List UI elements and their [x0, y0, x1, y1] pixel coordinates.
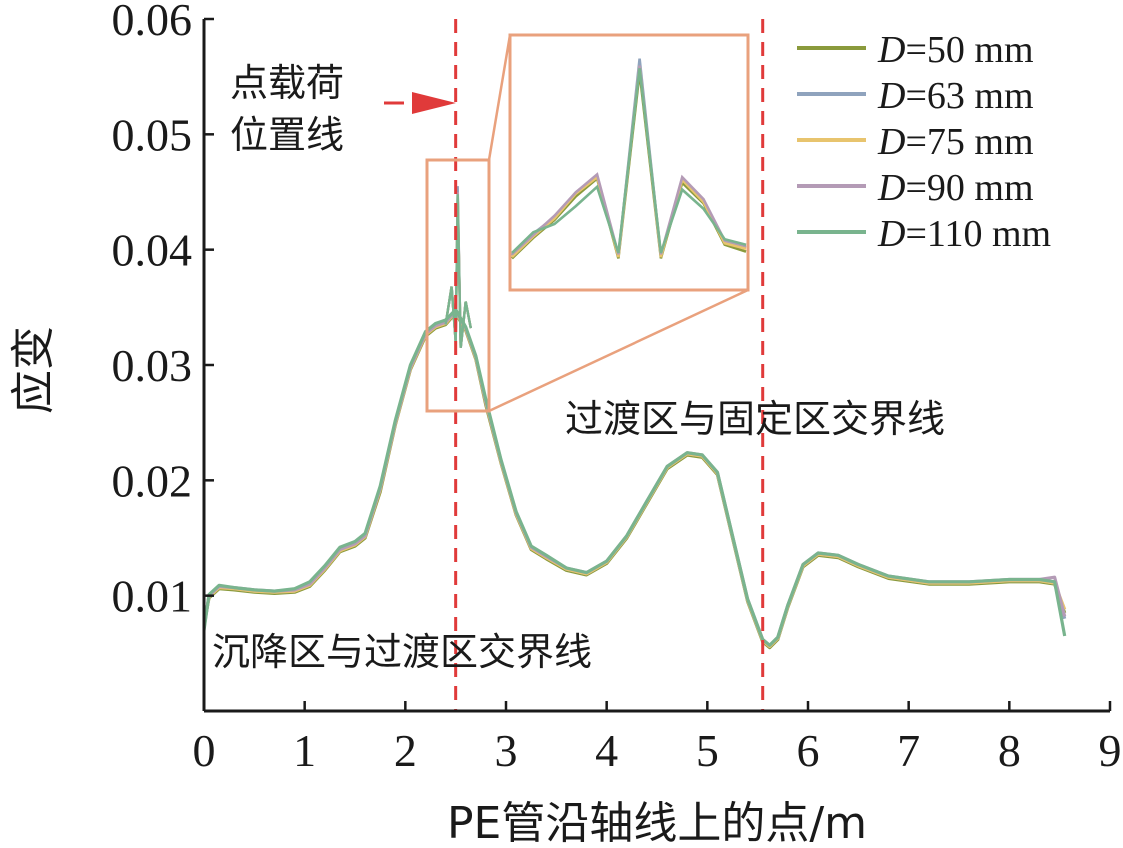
inset-zoom: [425, 33, 750, 413]
y-tick-label: 0.02: [112, 455, 193, 506]
x-tick-label: 0: [193, 725, 216, 776]
x-tick-label: 7: [897, 725, 920, 776]
zoom-region-box: [425, 158, 491, 413]
legend-label-4: D=110 mm: [877, 213, 1051, 255]
tick-labels: 0 1 2 3 4 5 6 7 8 9 0.01 0.02 0.03 0.04 0.05 0.06: [112, 0, 1122, 776]
y-tick-label: 0.06: [112, 0, 193, 45]
x-tick-label: 2: [394, 725, 417, 776]
x-axis-title: PE管沿轴线上的点/m: [447, 798, 867, 848]
series-spike-4: [444, 194, 472, 348]
legend-label-0: D=50 mm: [877, 29, 1034, 71]
reference-lines: [454, 19, 765, 711]
legend: D=50 mmD=63 mmD=75 mmD=90 mmD=110 mm: [797, 29, 1051, 255]
x-tick-label: 6: [797, 725, 820, 776]
legend-label-1: D=63 mm: [877, 75, 1034, 117]
zoom-connector-top: [487, 34, 512, 161]
load-position-label-2: 位置线: [230, 113, 344, 157]
y-tick-label: 0.05: [112, 109, 193, 160]
series-line-0: [202, 311, 1067, 650]
x-tick-label: 9: [1099, 725, 1122, 776]
zoom-connector-bottom: [488, 288, 749, 413]
y-tick-label: 0.03: [112, 340, 193, 391]
load-position-label-1: 点载荷: [230, 61, 344, 105]
load-arrow: [384, 92, 456, 114]
y-axis-title: 应变: [8, 326, 59, 414]
series-line-1: [202, 309, 1067, 649]
inset-lines: [511, 58, 747, 260]
x-tick-label: 3: [495, 725, 518, 776]
y-tick-label: 0.04: [112, 225, 193, 276]
inset-series-line-4: [511, 68, 747, 254]
legend-label-2: D=75 mm: [877, 121, 1034, 163]
series-layer: [202, 186, 1067, 650]
settlement-transition-boundary-label: 沉降区与过渡区交界线: [212, 630, 592, 674]
series-line-3: [202, 309, 1067, 647]
x-tick-label: 5: [696, 725, 719, 776]
x-tick-label: 1: [293, 725, 316, 776]
transition-fixed-boundary-label: 过渡区与固定区交界线: [565, 397, 945, 441]
series-line-4: [202, 308, 1067, 647]
y-tick-label: 0.01: [112, 571, 193, 622]
series-line-2: [202, 310, 1067, 649]
tick-marks: [202, 17, 1112, 711]
legend-label-3: D=90 mm: [877, 167, 1034, 209]
x-tick-label: 4: [595, 725, 618, 776]
x-tick-label: 8: [998, 725, 1021, 776]
